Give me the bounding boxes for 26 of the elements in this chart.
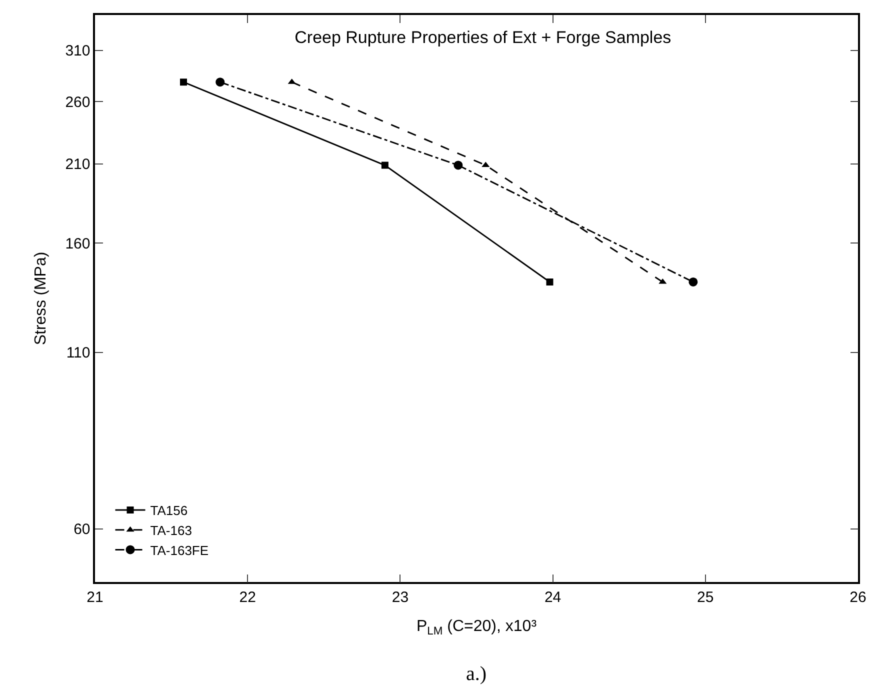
x-tick-label: 26 xyxy=(850,588,866,606)
y-tick-label: 210 xyxy=(65,156,90,174)
x-tick-label: 25 xyxy=(697,588,714,606)
text: Creep Rupture Properties of Ext + Forge Samples xyxy=(294,28,672,48)
y-tick-label: 110 xyxy=(66,344,90,362)
point xyxy=(454,160,463,170)
point xyxy=(658,278,667,284)
legend-label: TA156 xyxy=(150,503,188,518)
legend-label: TA-163FE xyxy=(150,542,209,558)
legend-label: TA-163 xyxy=(150,522,192,538)
y-tick-label: 60 xyxy=(74,521,90,538)
y-axis-title: Stress (MPa) xyxy=(32,252,50,346)
point xyxy=(381,162,388,169)
x-tick-label: 22 xyxy=(239,588,256,606)
x-tick-label: 23 xyxy=(392,588,409,606)
x-tick-label: 24 xyxy=(544,588,562,606)
x-tick-label: 21 xyxy=(86,588,104,606)
x-axis-title: P$_{LM}$ (C=20), x10³ xyxy=(416,618,538,638)
point xyxy=(688,277,698,286)
y-tick-label: 160 xyxy=(65,235,90,252)
point xyxy=(216,78,225,87)
y-tick-label: 310 xyxy=(65,42,90,60)
text: a.) xyxy=(466,663,487,685)
point xyxy=(546,278,554,286)
y-tick-label: 260 xyxy=(65,94,90,111)
point xyxy=(180,78,188,86)
